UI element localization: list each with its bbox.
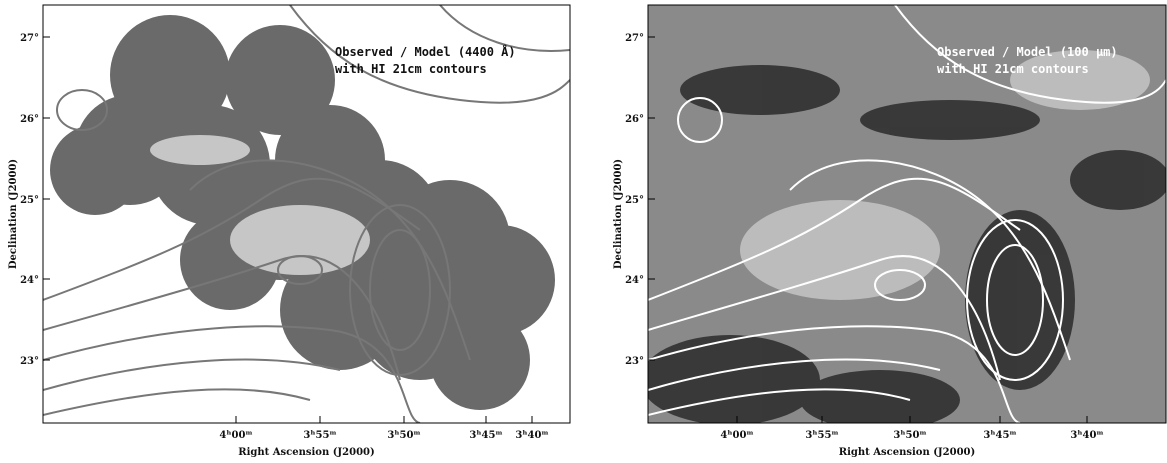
y-tick-label: 24°	[20, 275, 39, 286]
x-tick-label: 3ʰ40ᵐ	[1070, 430, 1103, 441]
y-tick-label: 26°	[20, 114, 39, 125]
x-tick-label: 4ʰ00ᵐ	[720, 430, 753, 441]
y-tick-label: 27°	[625, 33, 644, 44]
x-tick-label: 3ʰ50ᵐ	[893, 430, 926, 441]
y-tick-label: 27°	[20, 33, 39, 44]
infrared-image	[648, 5, 1166, 423]
y-tick-label: 24°	[625, 275, 644, 286]
x-tick-label: 3ʰ55ᵐ	[303, 430, 336, 441]
annotation: Observed / Model (100 μm)	[937, 45, 1118, 59]
optical-image	[43, 5, 570, 423]
y-axis-label: Declination (J2000)	[8, 159, 19, 269]
y-tick-label: 26°	[625, 114, 644, 125]
x-tick-label: 3ʰ45ᵐ	[469, 430, 502, 441]
y-tick-label: 25°	[625, 195, 644, 206]
x-tick-label: 3ʰ40ᵐ	[515, 430, 548, 441]
panel-frame	[647, 4, 1167, 424]
x-tick-label: 4ʰ00ᵐ	[219, 430, 252, 441]
x-tick-label: 3ʰ55ᵐ	[805, 430, 838, 441]
annotation: with HI 21cm contours	[937, 62, 1089, 76]
annotation: Observed / Model (4400 Å)	[335, 44, 516, 59]
annotation: with HI 21cm contours	[335, 62, 487, 76]
x-tick-label: 3ʰ50ᵐ	[387, 430, 420, 441]
y-axis-label: Declination (J2000)	[613, 159, 624, 269]
y-tick-label: 25°	[20, 195, 39, 206]
y-tick-label: 23°	[20, 356, 39, 367]
x-axis-label: Right Ascension (J2000)	[238, 447, 374, 458]
x-axis-label: Right Ascension (J2000)	[839, 447, 975, 458]
y-tick-label: 23°	[625, 356, 644, 367]
panel-frame	[42, 4, 571, 424]
x-tick-label: 3ʰ45ᵐ	[983, 430, 1016, 441]
